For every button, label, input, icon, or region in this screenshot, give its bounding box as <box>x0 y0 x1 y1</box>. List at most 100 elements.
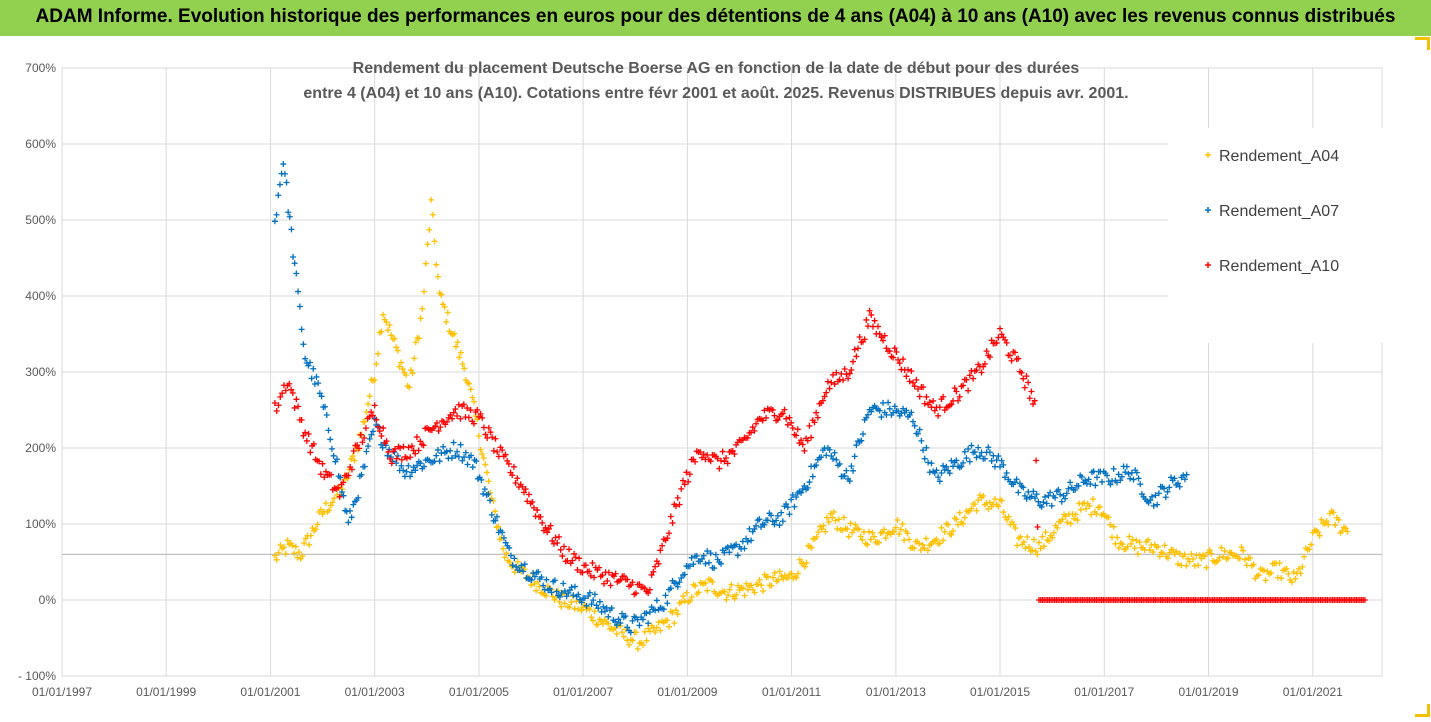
data-point <box>434 446 441 453</box>
data-point <box>391 449 398 456</box>
data-point <box>664 600 671 607</box>
data-point <box>920 447 927 454</box>
data-point <box>731 595 738 602</box>
x-tick-label: 01/01/2003 <box>345 685 405 699</box>
data-point <box>369 428 376 435</box>
data-point <box>698 454 705 461</box>
data-point <box>901 537 908 544</box>
data-point <box>814 414 821 421</box>
data-point <box>400 443 407 450</box>
data-point <box>905 366 912 373</box>
data-point <box>793 432 800 439</box>
data-point <box>669 520 676 527</box>
data-point <box>852 521 859 528</box>
data-point <box>786 414 793 421</box>
data-point <box>865 528 872 535</box>
data-point <box>968 442 975 449</box>
data-point <box>788 496 795 503</box>
data-point <box>986 449 993 456</box>
data-point <box>591 608 598 615</box>
data-point <box>1093 511 1100 518</box>
data-point <box>890 354 897 361</box>
series-Rendement_A07 <box>271 161 1190 636</box>
data-point <box>624 576 631 583</box>
data-point <box>407 454 414 461</box>
data-point <box>550 540 557 547</box>
data-point <box>286 380 293 387</box>
data-point <box>511 569 518 576</box>
data-point <box>856 334 863 341</box>
data-point <box>608 605 615 612</box>
data-point <box>568 584 575 591</box>
data-point <box>829 455 836 462</box>
data-point <box>291 550 298 557</box>
x-tick-label: 01/01/2021 <box>1283 685 1343 699</box>
data-point <box>586 568 593 575</box>
data-point <box>956 393 963 400</box>
data-point <box>310 440 317 447</box>
data-point <box>784 421 791 428</box>
data-point <box>908 368 915 375</box>
data-point <box>875 323 882 330</box>
data-point <box>1133 469 1140 476</box>
data-point <box>1012 525 1019 532</box>
data-point <box>1112 540 1119 547</box>
data-point <box>686 471 693 478</box>
plot-border <box>61 67 1383 677</box>
data-point <box>293 396 300 403</box>
data-point <box>617 576 624 583</box>
data-point <box>709 578 716 585</box>
data-point <box>1045 537 1052 544</box>
data-point <box>891 528 898 535</box>
data-point <box>666 623 673 630</box>
data-point <box>308 375 315 382</box>
data-point <box>634 616 641 623</box>
data-point <box>543 592 550 599</box>
data-point <box>739 585 746 592</box>
data-point <box>1174 480 1181 487</box>
data-point <box>1188 551 1195 558</box>
data-point <box>753 522 760 529</box>
data-point <box>705 559 712 566</box>
data-point <box>341 476 348 483</box>
data-point <box>1105 514 1112 521</box>
data-point <box>734 582 741 589</box>
data-point <box>271 218 278 225</box>
data-point <box>1181 551 1188 558</box>
data-point <box>334 456 341 463</box>
data-point <box>1164 488 1171 495</box>
data-point <box>1167 474 1174 481</box>
data-point <box>322 468 329 475</box>
data-point <box>505 460 512 467</box>
data-point <box>840 377 847 384</box>
data-point <box>801 482 808 489</box>
data-point <box>433 419 440 426</box>
data-point <box>1000 461 1007 468</box>
data-point <box>426 226 433 233</box>
data-point <box>1316 532 1323 539</box>
data-point <box>551 597 558 604</box>
data-point <box>780 576 787 583</box>
data-point <box>323 411 330 418</box>
data-point <box>1064 519 1071 526</box>
data-point <box>785 574 792 581</box>
data-point <box>681 481 688 488</box>
data-point <box>667 513 674 520</box>
data-point <box>704 548 711 555</box>
data-point <box>470 420 477 427</box>
data-point <box>571 550 578 557</box>
data-point <box>659 542 666 549</box>
data-point <box>857 533 864 540</box>
data-point <box>1225 555 1232 562</box>
data-point <box>286 213 293 220</box>
data-point <box>443 318 450 325</box>
data-point <box>1261 567 1268 574</box>
data-point <box>327 436 334 443</box>
data-point <box>774 512 781 519</box>
data-point <box>928 460 935 467</box>
data-point <box>535 568 542 575</box>
data-point <box>495 453 502 460</box>
y-tick-label: 500% <box>25 213 56 227</box>
data-point <box>1306 546 1313 553</box>
data-point <box>447 411 454 418</box>
